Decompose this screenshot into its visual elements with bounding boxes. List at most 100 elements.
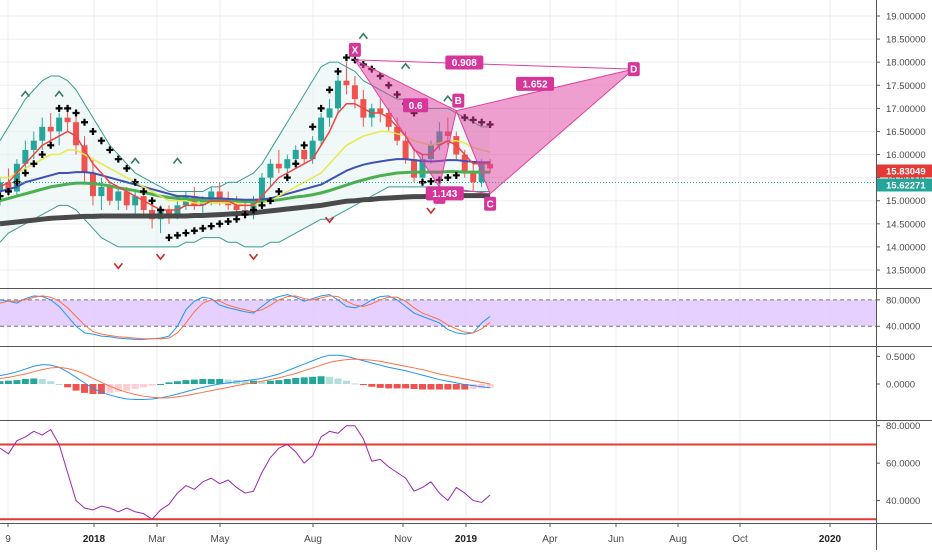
sar-point	[30, 160, 38, 168]
sar-point	[165, 234, 173, 242]
macd-hist-bar	[21, 379, 29, 384]
macd-hist-bar	[173, 381, 181, 384]
pattern-ratio-3-text: 1.143	[432, 189, 457, 200]
sar-point	[157, 206, 165, 214]
macd-hist-bar	[419, 384, 426, 390]
time-tick-label: Jun	[608, 534, 624, 545]
macd-hist-bar	[478, 384, 486, 389]
macd-hist-bar	[393, 384, 401, 389]
sar-point	[123, 164, 131, 172]
candle-body	[343, 80, 350, 86]
candle	[81, 136, 88, 183]
pattern-point-x: X	[348, 42, 361, 57]
macd-hist-bar	[461, 384, 469, 390]
fractal-up-marker	[443, 94, 453, 102]
pattern-ratio-2-box	[516, 76, 555, 91]
macd-hist-bar	[359, 384, 367, 386]
time-tick-label: Aug	[669, 534, 687, 545]
sar-point	[64, 104, 72, 112]
pattern-point-b: B	[452, 93, 465, 108]
rsi-tick-label: 40.0000	[886, 496, 920, 507]
price-tick-label: 16.00000	[886, 150, 926, 161]
macd-hist-bar	[131, 384, 139, 389]
pattern-xd-line	[354, 59, 634, 70]
price-tick-label: 19.00000	[886, 12, 926, 23]
candle	[73, 112, 80, 155]
macd-hist-bar	[81, 384, 88, 393]
sar-point	[21, 169, 29, 177]
candle-body	[292, 149, 299, 160]
macd-hist-bar	[148, 384, 156, 386]
fractal-down-marker	[113, 262, 123, 270]
pattern-point-x-text: X	[352, 45, 359, 56]
candle-body	[309, 140, 316, 160]
sar-point	[452, 171, 460, 179]
macd-hist-bar	[182, 380, 190, 384]
fractal-down-marker	[426, 207, 436, 215]
candle-body	[98, 186, 105, 197]
macd-hist-bar	[275, 380, 283, 384]
fractal-up-marker	[358, 32, 368, 40]
last-price-label: 15.83049	[877, 164, 932, 178]
candle-body	[166, 209, 172, 215]
candle	[351, 76, 358, 109]
candle-body	[140, 196, 147, 210]
candle-body	[402, 140, 409, 160]
sar-point	[207, 222, 215, 230]
candle-body	[30, 140, 37, 150]
pattern-ratio-2-text: 1.652	[523, 79, 548, 90]
sar-point	[0, 192, 4, 200]
sar-point	[81, 118, 88, 126]
macd-hist-bar	[469, 384, 477, 389]
macd-hist-bar	[165, 382, 173, 384]
candle-body	[22, 149, 29, 164]
sar-point	[292, 160, 300, 168]
sar-point	[38, 151, 46, 159]
candle-body	[56, 117, 63, 132]
candle	[318, 112, 325, 146]
sar-point	[190, 227, 198, 235]
macd-hist-bar	[89, 384, 97, 394]
ema-blue-line	[0, 158, 491, 201]
time-tick-label: Oct	[732, 534, 748, 545]
sar-point	[182, 229, 190, 237]
macd-hist-bar	[224, 379, 232, 384]
time-axis: 9 2018 Mar May Aug Nov 2019 Apr Jun Aug Oct 2020	[5, 523, 842, 545]
fractal-up-marker	[20, 90, 30, 98]
macd-hist-bar	[216, 379, 224, 384]
macd-hist-bar	[342, 380, 350, 384]
pattern-point-d: D	[627, 62, 640, 77]
sar-point	[173, 231, 181, 239]
pattern-point-c-box	[484, 196, 497, 211]
pattern-ratio-0-text: 0.908	[452, 58, 477, 69]
candle	[335, 71, 341, 113]
stoch-tick-label: 80.0000	[886, 295, 920, 306]
macd-hist-bar	[410, 384, 418, 389]
price-tick-label: 14.50000	[886, 219, 926, 230]
candle-body	[132, 196, 139, 206]
macd-hist-bar	[266, 380, 274, 384]
price-tick-label: 16.50000	[886, 127, 926, 138]
macd-hist-bar	[317, 376, 325, 384]
stoch-band-fill	[0, 299, 876, 327]
candle-body	[419, 159, 426, 178]
pattern-point-d-box	[627, 62, 640, 77]
sar-point	[199, 224, 207, 232]
candle-body	[64, 117, 71, 123]
candle	[98, 177, 105, 210]
rsi-pane	[0, 425, 876, 521]
macd-axis: 0.5000 0.0000	[876, 352, 915, 391]
time-tick-label: 2020	[819, 534, 842, 545]
fractal-up-marker	[400, 62, 411, 70]
macd-hist-bar	[55, 384, 63, 385]
candle	[377, 99, 384, 123]
sar-point	[72, 109, 80, 117]
rsi-tick-label: 80.0000	[886, 421, 920, 432]
macd-hist-bar	[207, 379, 215, 384]
stoch-axis: 80.0000 40.0000	[876, 295, 920, 333]
macd-hist-bar	[38, 379, 46, 384]
candle-body	[258, 177, 265, 201]
candle	[275, 149, 282, 174]
